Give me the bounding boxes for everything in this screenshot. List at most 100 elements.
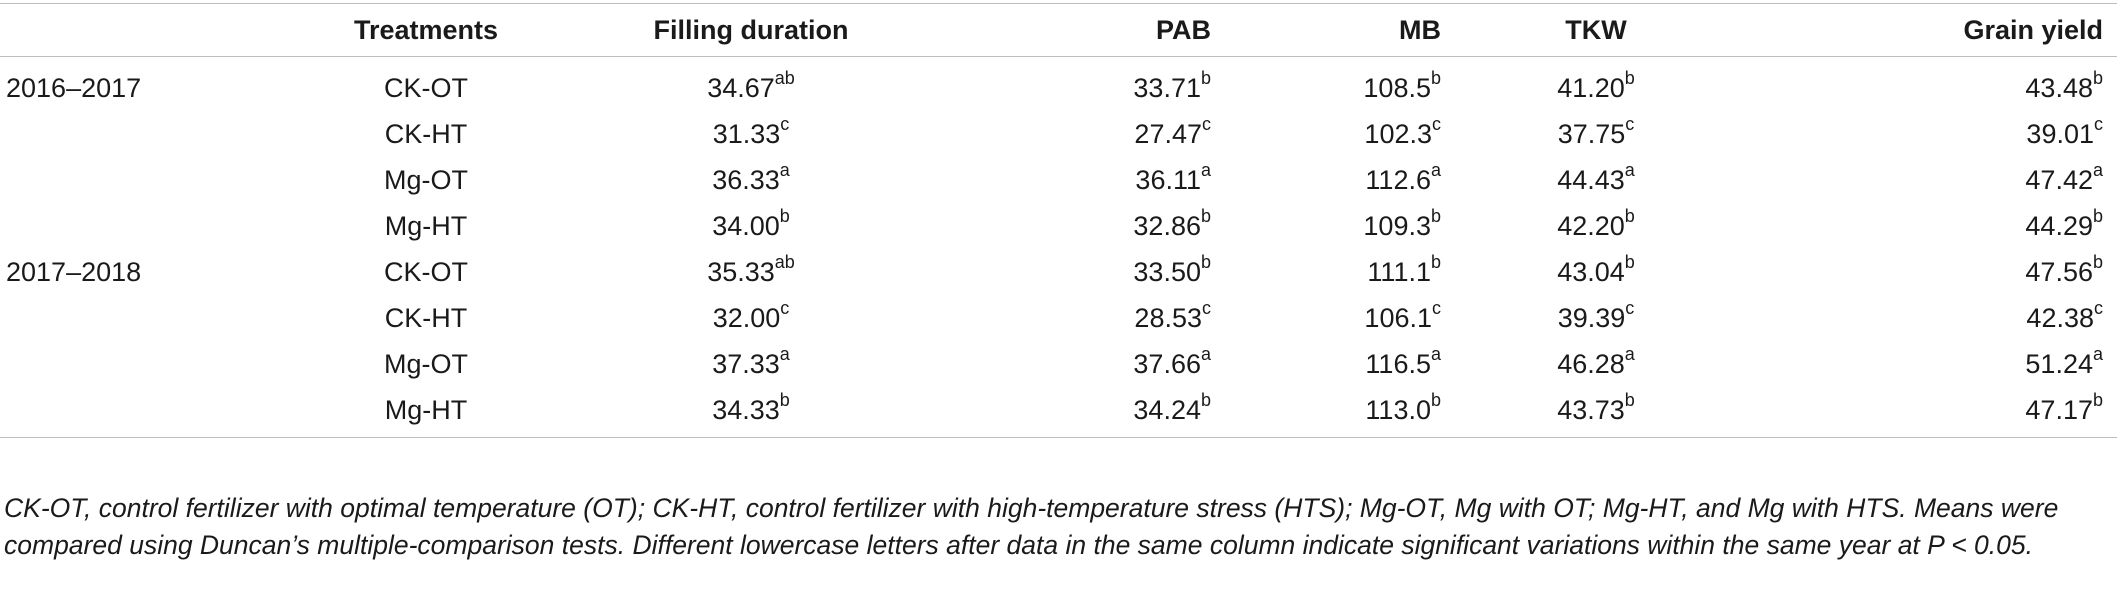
significance-letter: c — [1432, 297, 1441, 318]
cell-value: 43.04 — [1557, 256, 1625, 287]
tkw-cell: 44.43a — [1441, 157, 1751, 203]
significance-letter: b — [1200, 389, 1211, 410]
mb-cell: 112.6a — [1211, 157, 1441, 203]
tkw-cell: 43.73b — [1441, 387, 1751, 438]
cell-value: 34.33 — [712, 394, 780, 425]
pab-cell: 32.86b — [946, 203, 1211, 249]
pab-cell: 37.66a — [946, 341, 1211, 387]
header-grain-yield: Grain yield — [1751, 3, 2117, 57]
year-cell — [0, 111, 296, 157]
filling-duration-cell: 36.33a — [556, 157, 946, 203]
cell-value: 36.11 — [1135, 164, 1201, 195]
significance-letter: b — [1430, 251, 1441, 272]
data-table: Treatments Filling duration PAB MB TKW G… — [0, 3, 2117, 438]
filling-duration-cell: 34.33b — [556, 387, 946, 438]
treatment-cell: CK-OT — [384, 256, 468, 287]
tkw-cell: 46.28a — [1441, 341, 1751, 387]
treatment-cell: Mg-OT — [384, 164, 468, 195]
year-cell — [0, 295, 296, 341]
significance-letter: b — [1624, 251, 1635, 272]
table-row: Mg-OT 36.33a 36.11a 112.6a 44.43a 47.42a — [0, 157, 2117, 203]
pab-cell: 28.53c — [946, 295, 1211, 341]
year-cell — [0, 203, 296, 249]
cell-value: 51.24 — [2025, 348, 2093, 379]
table-header: Treatments Filling duration PAB MB TKW G… — [0, 3, 2117, 57]
cell-value: 39.39 — [1557, 302, 1626, 333]
significance-letter: a — [1624, 343, 1635, 364]
pab-cell: 27.47c — [946, 111, 1211, 157]
filling-duration-cell: 32.00c — [556, 295, 946, 341]
cell-value: 35.33 — [707, 256, 775, 287]
cell-value: 32.00 — [712, 302, 781, 333]
grain-yield-cell: 39.01c — [1751, 111, 2117, 157]
significance-letter: b — [1200, 251, 1211, 272]
cell-value: 112.6 — [1365, 164, 1431, 195]
significance-letter: b — [1430, 389, 1441, 410]
cell-value: 47.56 — [2025, 256, 2093, 287]
cell-value: 113.0 — [1365, 394, 1431, 425]
cell-value: 37.33 — [712, 348, 780, 379]
cell-value: 109.3 — [1363, 210, 1431, 241]
significance-letter: b — [1200, 205, 1211, 226]
significance-letter: a — [2092, 343, 2103, 364]
significance-letter: b — [2092, 251, 2103, 272]
filling-duration-cell: 37.33a — [556, 341, 946, 387]
significance-letter: b — [2092, 67, 2103, 88]
significance-letter: c — [1625, 297, 1635, 318]
mb-cell: 102.3c — [1211, 111, 1441, 157]
significance-letter: c — [1625, 113, 1635, 134]
mb-cell: 108.5b — [1211, 57, 1441, 112]
cell-value: 108.5 — [1363, 72, 1431, 103]
significance-letter: a — [1430, 343, 1441, 364]
pab-cell: 36.11a — [946, 157, 1211, 203]
table-row: Mg-HT 34.33b 34.24b 113.0b 43.73b 47.17b — [0, 387, 2117, 438]
table-footnote: CK-OT, control fertilizer with optimal t… — [4, 493, 2059, 560]
year-cell — [0, 341, 296, 387]
header-year — [0, 3, 296, 57]
cell-value: 34.24 — [1133, 394, 1201, 425]
grain-yield-cell: 44.29b — [1751, 203, 2117, 249]
cell-value: 47.17 — [2025, 394, 2093, 425]
tkw-cell: 42.20b — [1441, 203, 1751, 249]
cell-value: 32.86 — [1133, 210, 1201, 241]
significance-letter: b — [1200, 67, 1211, 88]
significance-letter: a — [1200, 159, 1211, 180]
grain-yield-cell: 47.17b — [1751, 387, 2117, 438]
grain-yield-cell: 51.24a — [1751, 341, 2117, 387]
table-body: 2016–2017 CK-OT 34.67ab 33.71b 108.5b 41.20b 4… — [0, 57, 2117, 438]
significance-letter: a — [1624, 159, 1635, 180]
grain-yield-cell: 47.56b — [1751, 249, 2117, 295]
filling-duration-cell: 35.33ab — [556, 249, 946, 295]
significance-letter: c — [2094, 113, 2103, 134]
treatment-cell: Mg-HT — [296, 387, 556, 438]
tkw-cell: 37.75c — [1441, 111, 1751, 157]
significance-letter: ab — [774, 251, 795, 272]
table-row: 2016–2017 CK-OT 34.67ab 33.71b 108.5b 41.20b 4… — [0, 57, 2117, 112]
significance-letter: b — [1624, 389, 1635, 410]
header-pab: PAB — [946, 3, 1211, 57]
significance-letter: c — [1202, 113, 1211, 134]
significance-letter: c — [2094, 297, 2103, 318]
treatment-cell: CK-HT — [384, 118, 468, 149]
cell-value: 44.29 — [2025, 210, 2093, 241]
tkw-cell: 43.04b — [1441, 249, 1751, 295]
significance-letter: b — [779, 389, 790, 410]
grain-yield-cell: 42.38c — [1751, 295, 2117, 341]
table-row: Mg-OT 37.33a 37.66a 116.5a 46.28a 51.24a — [0, 341, 2117, 387]
cell-value: 116.5 — [1365, 348, 1431, 379]
pab-cell: 33.71b — [946, 57, 1211, 112]
year-cell: 2016–2017 — [6, 72, 142, 103]
significance-letter: b — [779, 205, 790, 226]
filling-duration-cell: 34.00b — [556, 203, 946, 249]
significance-letter: b — [1430, 205, 1441, 226]
cell-value: 27.47 — [1134, 118, 1202, 149]
header-mb: MB — [1211, 3, 1441, 57]
cell-value: 37.66 — [1133, 348, 1201, 379]
table-row: 2017–2018 CK-OT 35.33ab 33.50b 111.1b 43.04b 4… — [0, 249, 2117, 295]
significance-letter: a — [1430, 159, 1441, 180]
treatment-cell: CK-HT — [384, 302, 468, 333]
cell-value: 111.1 — [1367, 256, 1431, 287]
significance-letter: b — [1430, 67, 1441, 88]
cell-value: 42.20 — [1557, 210, 1625, 241]
